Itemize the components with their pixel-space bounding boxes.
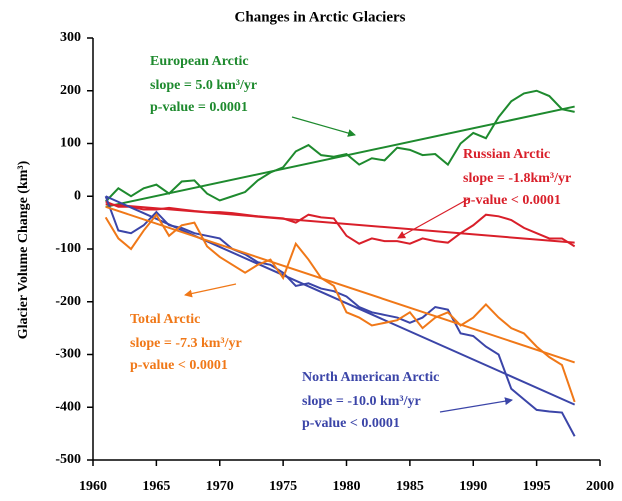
x-tick-label: 1980: [333, 479, 361, 494]
annotation-name: North American Arctic: [302, 370, 439, 385]
series-line: [104, 195, 576, 437]
annotation-pvalue: p-value < 0.0001: [130, 358, 228, 373]
annotation-slope: slope = -7.3 km³/yr: [130, 336, 242, 351]
annotation-arrow: [439, 397, 513, 413]
series-line: [104, 89, 575, 203]
series-line: [104, 212, 576, 403]
y-tick-label: -100: [55, 241, 81, 256]
y-tick-label: 200: [60, 83, 81, 98]
y-tick-label: 100: [60, 136, 81, 151]
trend-line: [105, 205, 575, 364]
annotation-slope: slope = 5.0 km³/yr: [150, 78, 257, 93]
x-tick-label: 1970: [206, 479, 234, 494]
x-tick-label: 1995: [523, 479, 551, 494]
trend-line: [105, 105, 575, 208]
trend-line: [105, 203, 575, 244]
annotation-pvalue: p-value = 0.0001: [150, 100, 248, 115]
annotation-slope: slope = -10.0 km³/yr: [302, 394, 421, 409]
annotation-name: European Arctic: [150, 54, 249, 69]
x-tick-label: 1985: [396, 479, 424, 494]
x-tick-label: 1975: [269, 479, 297, 494]
y-tick-label: -500: [55, 452, 81, 467]
annotation-pvalue: p-value < 0.0001: [463, 193, 561, 208]
y-tick-label: 0: [74, 188, 81, 203]
annotation-arrow: [184, 283, 237, 298]
y-tick-label: 300: [60, 30, 81, 45]
annotation-name: Russian Arctic: [463, 147, 550, 162]
annotation-pvalue: p-value < 0.0001: [302, 416, 400, 431]
y-axis-label: Glacier Volume Change (km³): [16, 160, 31, 339]
x-tick-label: 1960: [79, 479, 107, 494]
chart-title: Changes in Arctic Glaciers: [235, 9, 406, 25]
annotation-name: Total Arctic: [130, 312, 200, 327]
x-tick-label: 1990: [459, 479, 487, 494]
annotation-arrow: [397, 197, 471, 239]
y-tick-label: -400: [55, 399, 81, 414]
annotation-slope: slope = -1.8km³/yr: [463, 171, 571, 186]
y-tick-label: -200: [55, 294, 81, 309]
x-tick-label: 2000: [586, 479, 614, 494]
x-tick-label: 1965: [142, 479, 170, 494]
annotation-arrow: [291, 116, 356, 137]
y-tick-label: -300: [55, 347, 81, 362]
